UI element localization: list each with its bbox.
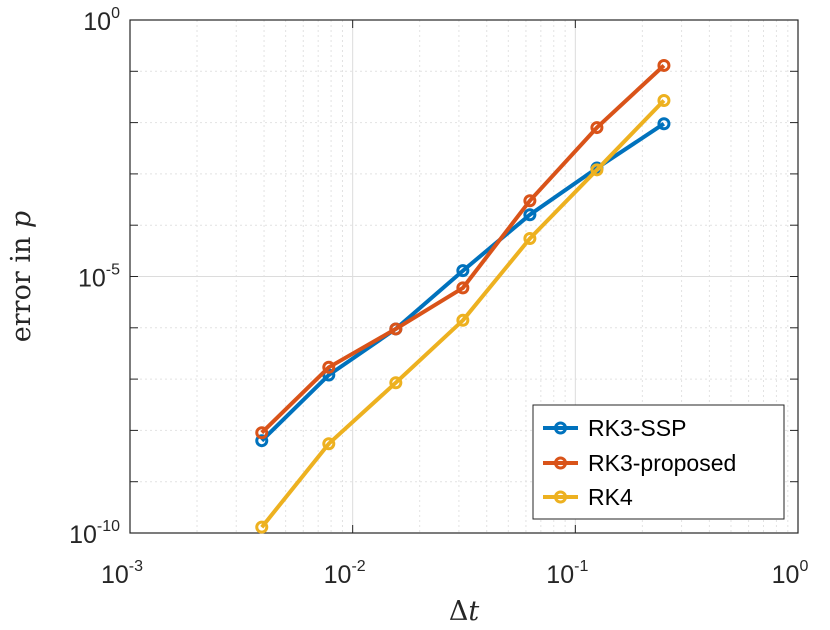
data-point-rk3-proposed	[590, 121, 604, 135]
data-point-rk3-proposed	[657, 58, 671, 72]
series-line-rk3-proposed	[260, 64, 666, 435]
legend: RK3-SSP RK3-proposed RK4	[532, 404, 785, 520]
series-line-rk4	[260, 99, 666, 529]
data-point-rk4	[456, 313, 470, 327]
y-axis-label-text: error in	[6, 228, 37, 342]
y-axis-label: error in p	[6, 211, 37, 342]
data-point-rk3-proposed	[456, 281, 470, 295]
legend-label-rk3-ssp: RK3-SSP	[588, 415, 686, 441]
legend-marker-rk4	[554, 490, 567, 504]
legend-label-rk4: RK4	[588, 484, 633, 510]
data-point-rk4	[523, 232, 537, 246]
legend-marker-rk3-ssp	[554, 421, 567, 435]
data-point-rk3-ssp	[456, 264, 470, 278]
y-tick-label: 10-5	[78, 262, 120, 293]
data-point-rk4	[389, 376, 403, 390]
x-tick-label: 100	[772, 558, 809, 589]
data-point-rk3-ssp	[255, 434, 269, 448]
y-axis-label-var: p	[6, 211, 37, 228]
data-point-rk3-ssp	[657, 117, 671, 131]
data-point-rk3-proposed	[322, 360, 336, 374]
x-axis-label-delta: Δ	[449, 596, 469, 627]
y-tick-label: 10-10	[69, 518, 120, 549]
data-point-rk3-proposed	[389, 322, 403, 336]
data-point-rk4	[590, 163, 604, 177]
axis-ticks: 10-3 10-2 10-1 100 10-10 10-5 100	[69, 5, 808, 589]
x-axis-label-var: t	[468, 596, 479, 627]
legend-marker-rk3-proposed	[554, 456, 567, 470]
x-tick-label: 10-2	[324, 558, 366, 589]
legend-label-rk3-proposed: RK3-proposed	[588, 450, 736, 476]
data-point-rk4	[255, 520, 269, 534]
x-tick-label: 10-3	[101, 558, 143, 589]
data-point-rk3-ssp	[523, 208, 537, 222]
data-point-rk4	[657, 93, 671, 107]
data-point-rk3-proposed	[523, 194, 537, 208]
x-tick-label: 10-1	[546, 558, 588, 589]
y-tick-label: 100	[83, 5, 120, 36]
series-layer	[255, 58, 671, 534]
data-point-rk4	[322, 437, 336, 451]
data-point-rk3-proposed	[255, 426, 269, 440]
x-axis-label: Δt	[449, 596, 480, 627]
